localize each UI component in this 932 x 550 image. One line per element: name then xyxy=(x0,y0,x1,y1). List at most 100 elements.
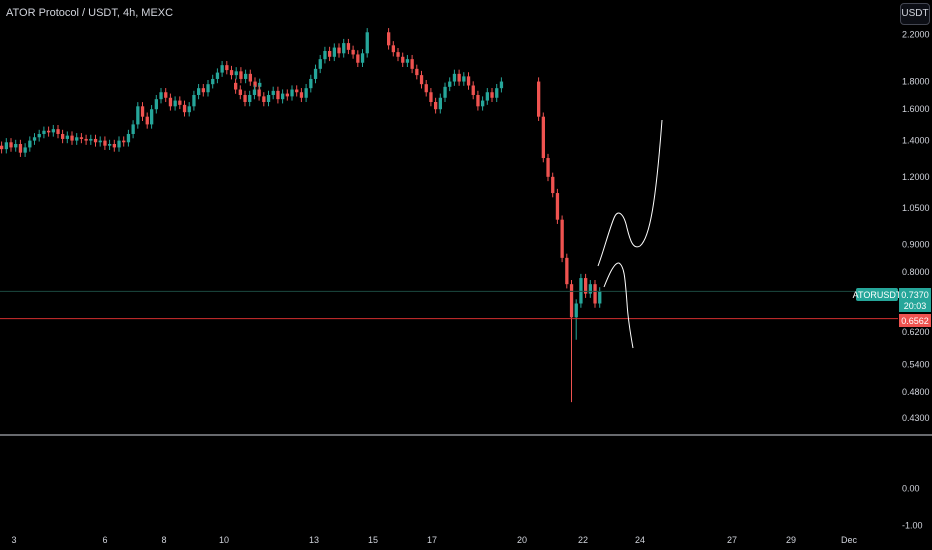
candle-body xyxy=(443,86,447,98)
price-axis-label: 0.6200 xyxy=(902,327,930,337)
candle-body xyxy=(103,140,107,146)
time-axis-label: 8 xyxy=(161,535,166,545)
price-badge-countdown: 20:03 xyxy=(904,301,927,311)
candle-body xyxy=(4,142,8,150)
price-axis-label: 1.4000 xyxy=(902,136,930,146)
candle-body xyxy=(117,140,121,148)
candle-body xyxy=(546,158,550,177)
candle-body xyxy=(164,92,168,98)
currency-button[interactable]: USDT xyxy=(900,3,930,25)
price-axis-label: 0.5400 xyxy=(902,359,930,369)
candle-body xyxy=(304,88,308,98)
candle-body xyxy=(429,92,433,103)
indicator-axis: 0.00 -1.00 xyxy=(902,484,923,531)
candle-body xyxy=(244,73,248,79)
price-axis-label: 1.2000 xyxy=(902,172,930,182)
candle-body xyxy=(258,82,262,87)
candle-body xyxy=(560,219,564,258)
candle-body xyxy=(14,143,18,148)
time-axis-label: 24 xyxy=(635,535,645,545)
candle-body xyxy=(211,78,215,85)
candle-body xyxy=(182,104,187,113)
candle-body xyxy=(112,143,116,148)
candle-body xyxy=(98,140,102,143)
candle-body xyxy=(229,70,234,76)
candle-body xyxy=(323,50,327,60)
chart-title: ATOR Protocol / USDT, 4h, MEXC xyxy=(6,7,174,19)
support-badge-value: 0.6562 xyxy=(901,316,929,326)
candle-body xyxy=(65,135,69,139)
price-axis-label: 1.0500 xyxy=(902,203,930,213)
candle-body xyxy=(485,92,489,101)
indicator-axis-label: 0.00 xyxy=(902,484,920,494)
candle-body xyxy=(365,32,369,54)
candle-body xyxy=(457,73,461,82)
candle-body xyxy=(225,65,229,71)
candle-body xyxy=(266,94,271,103)
candle-body xyxy=(337,47,341,54)
candle-body xyxy=(89,138,93,141)
candle-body xyxy=(565,257,569,285)
drawing-forecast-down[interactable] xyxy=(603,262,634,349)
candle-body xyxy=(51,129,55,133)
candle-body xyxy=(401,56,405,63)
candle-body xyxy=(108,143,112,146)
candle-body xyxy=(476,94,480,107)
candle-body xyxy=(593,284,597,304)
time-axis[interactable]: 3 6 8 10 13 15 17 20 22 24 27 29 Dec xyxy=(11,535,857,545)
candle-body xyxy=(276,90,280,100)
candle-body xyxy=(159,92,163,100)
candle-body xyxy=(490,92,494,98)
candle-body xyxy=(173,100,177,107)
candle-body xyxy=(9,142,13,148)
candle-body xyxy=(360,53,365,63)
candle-body xyxy=(154,99,158,110)
candle-body xyxy=(405,59,410,63)
price-axis-label: 0.9000 xyxy=(902,239,930,249)
candle-body xyxy=(462,76,466,82)
candle-body xyxy=(150,109,154,125)
candle-body xyxy=(588,284,592,294)
candle-body xyxy=(574,303,578,318)
candle-body xyxy=(332,47,336,57)
candle-body xyxy=(391,45,395,53)
candle-body xyxy=(271,90,275,95)
time-axis-label: 27 xyxy=(727,535,737,545)
support-badge: 0.6562 xyxy=(899,314,931,327)
candle-body xyxy=(262,96,266,103)
candle-body xyxy=(424,84,428,93)
indicator-axis-label: -1.00 xyxy=(902,520,923,530)
candle-body xyxy=(248,94,252,103)
price-axis-label: 0.8000 xyxy=(902,267,930,277)
time-axis-label: Dec xyxy=(841,535,858,545)
candle-body xyxy=(351,49,355,55)
symbol-badge-text: ATORUSDT xyxy=(853,290,902,300)
candle-body xyxy=(541,116,545,159)
price-axis[interactable]: 2.2000 1.8000 1.6000 1.4000 1.2000 1.0500 0.90… xyxy=(902,29,930,423)
candle-body xyxy=(434,102,438,110)
price-candles xyxy=(0,28,602,403)
candle-body xyxy=(37,133,41,138)
candle-body xyxy=(206,84,210,93)
candle-body xyxy=(356,54,360,63)
candle-body xyxy=(248,73,252,82)
price-badge: 0.7370 20:03 xyxy=(899,288,931,312)
drawing-forecast-up[interactable] xyxy=(597,119,663,267)
candle-body xyxy=(555,193,560,220)
candle-body xyxy=(61,133,65,139)
candle-body xyxy=(145,116,149,125)
candle-body xyxy=(28,140,32,148)
candle-body xyxy=(178,100,182,105)
candle-body xyxy=(234,71,238,76)
candle-body xyxy=(131,124,135,134)
candle-body xyxy=(32,137,37,141)
time-axis-label: 22 xyxy=(578,535,588,545)
candle-body xyxy=(448,81,452,87)
time-axis-label: 10 xyxy=(219,535,229,545)
candle-body xyxy=(328,50,332,57)
candle-body xyxy=(313,68,318,79)
price-badge-value: 0.7370 xyxy=(901,290,929,300)
candle-body xyxy=(471,85,475,95)
candle-body xyxy=(584,278,588,294)
